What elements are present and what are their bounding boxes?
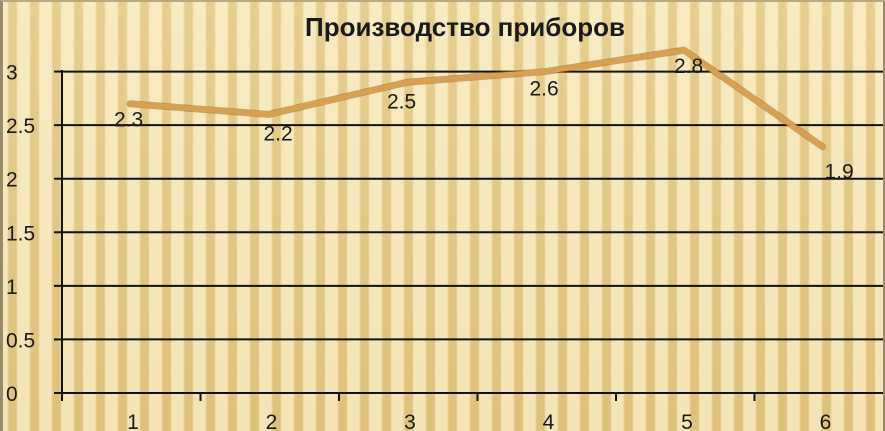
y-axis-tick-labels: 0 0.5 1 1.5 2 2.5 3: [6, 62, 35, 406]
x-tick-label: 2: [266, 411, 278, 431]
x-axis-tick-labels: 1 2 3 4 5 6: [127, 411, 831, 431]
data-label: 1.9: [825, 161, 854, 184]
data-label: 2.2: [264, 122, 293, 145]
data-label: 2.6: [530, 78, 559, 101]
data-labels: 2.3 2.2 2.5 2.6 2.8 1.9: [114, 55, 854, 183]
data-label: 2.5: [387, 90, 416, 113]
x-tick-label: 5: [681, 411, 693, 431]
data-label: 2.3: [114, 109, 143, 132]
y-tick-label: 0.5: [6, 329, 35, 352]
series-line: [127, 47, 825, 150]
data-label: 2.8: [674, 55, 703, 78]
y-tick-label: 0: [6, 383, 18, 406]
x-tick-label: 4: [543, 411, 555, 431]
x-tick-label: 1: [127, 411, 139, 431]
y-tick-label: 2.5: [6, 115, 35, 138]
y-tick-label: 3: [6, 62, 18, 85]
axes: [54, 70, 885, 401]
chart-title: Производство приборов: [305, 12, 625, 42]
y-tick-label: 2: [6, 169, 18, 192]
x-tick-label: 6: [820, 411, 832, 431]
series-line-group: [126, 46, 826, 151]
x-tick-label: 3: [404, 411, 416, 431]
gridlines: [62, 70, 885, 341]
y-tick-label: 1.5: [6, 222, 35, 245]
series-line-shadow: [126, 46, 826, 151]
y-tick-label: 1: [6, 276, 18, 299]
